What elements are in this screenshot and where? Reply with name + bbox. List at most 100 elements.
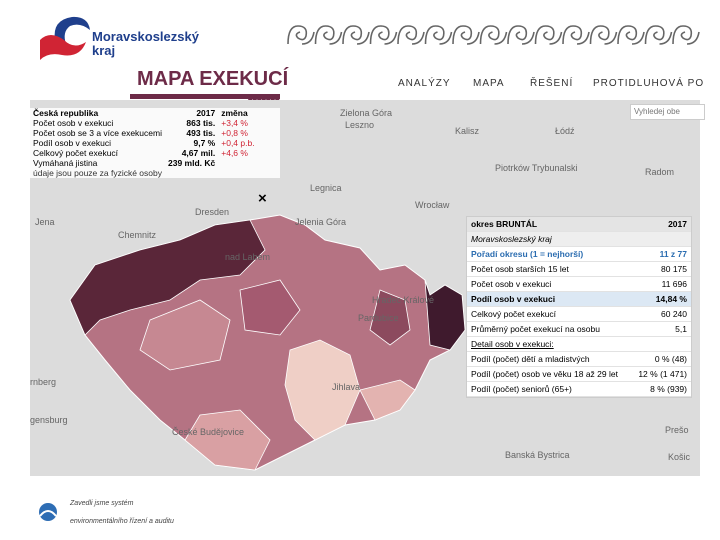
- map-label: Banská Bystrica: [505, 450, 570, 460]
- summary-table: Česká republika 2017 změna Počet osob v exe…: [30, 108, 258, 168]
- summary-cell: +0,8 %: [221, 128, 248, 138]
- district-detail-row-cell: 8 % (939): [631, 381, 691, 397]
- decorative-pattern: [287, 25, 700, 45]
- summary-cell: 4,67 mil.: [181, 148, 216, 158]
- footer-text: environmentálního řízení a auditu: [70, 518, 174, 525]
- nav-item[interactable]: PROTIDLUHOVÁ PO: [593, 78, 705, 89]
- swirl: [452, 25, 480, 45]
- swirl: [424, 25, 453, 45]
- map-label: Legnica: [310, 183, 342, 193]
- district-detail-row-cell: Podíl (počet) osob ve věku 18 až 29 let: [467, 366, 631, 382]
- district-row-cell: Podíl osob v exekuci: [467, 291, 631, 307]
- map-label: gensburg: [30, 415, 68, 425]
- nav-item[interactable]: MAPA: [473, 78, 505, 89]
- map-label: nad Labem: [225, 252, 271, 262]
- swirl: [534, 25, 563, 45]
- header-cell: změna: [221, 108, 248, 118]
- swirl: [369, 25, 398, 45]
- close-button[interactable]: ×: [258, 190, 267, 207]
- map-label: Jena: [35, 217, 55, 227]
- header-cell: Česká republika: [33, 108, 99, 118]
- summary-cell: Počet osob v exekuci: [33, 118, 114, 128]
- district-detail-row: Podíl (počet) osob ve věku 18 až 29 let 1…: [467, 366, 691, 382]
- district-region: Moravskoslezský kraj: [467, 231, 691, 247]
- map-label: Zielona Góra: [340, 108, 393, 118]
- district-detail-title: Detail osob v exekuci:: [467, 336, 691, 352]
- summary-row: Vymáhaná jistina 239 mld. Kč: [30, 158, 258, 168]
- summary-cell: 239 mld. Kč: [168, 158, 216, 168]
- district-row-cell: 60 240: [631, 306, 691, 322]
- map-label: Łódź: [555, 126, 575, 136]
- summary-cell: Vymáhaná jistina: [33, 158, 98, 168]
- swirl: [644, 25, 673, 45]
- map-label: Jelenia Góra: [295, 217, 347, 227]
- summary-cell: +4,6 %: [221, 148, 248, 158]
- district-row-cell: Průměrný počet exekucí na osobu: [467, 321, 631, 337]
- summary-cell: Celkový počet exekucí: [33, 148, 119, 158]
- summary-cell: Podíl osob v exekuci: [33, 138, 111, 148]
- logo-text: Moravskoslezský kraj: [92, 30, 199, 58]
- footer-logo: [39, 503, 57, 521]
- district-detail-title-cell: Detail osob v exekuci:: [467, 336, 691, 352]
- map-label: Piotrków Trybunalski: [495, 163, 578, 173]
- map-label: Pardubice: [358, 313, 399, 323]
- summary-cell: 9,7 %: [193, 138, 216, 148]
- map-label: Hradec Králové: [372, 295, 435, 305]
- summary-row: Celkový počet exekucí 4,67 mil. +4,6 %: [30, 148, 258, 158]
- map-label: Jihlava: [332, 382, 361, 392]
- summary-row: Počet osob se 3 a více exekucemi 493 tis.…: [30, 128, 258, 138]
- map-label: Radom: [645, 167, 675, 177]
- map-label: Dresden: [195, 207, 230, 217]
- map-label: Kalisz: [455, 126, 480, 136]
- district-detail-row: Podíl (počet) seniorů (65+) 8 % (939): [467, 381, 691, 397]
- district-detail-row-cell: 12 % (1 471): [631, 366, 691, 382]
- district-region-cell: Moravskoslezský kraj: [467, 231, 691, 247]
- district-table: okres BRUNTÁL 2017 Moravskoslezský kraj Poř…: [467, 217, 691, 397]
- district-row-cell: 14,84 %: [631, 291, 691, 307]
- map-label: České Budějovice: [172, 427, 245, 437]
- district-detail-row-cell: Podíl (počet) seniorů (65+): [467, 381, 631, 397]
- swirl: [479, 25, 508, 45]
- district-header-cell: okres BRUNTÁL: [467, 217, 631, 232]
- summary-cell: 493 tis.: [186, 128, 216, 138]
- logo-line: kraj: [92, 43, 116, 58]
- summary-row: Podíl osob v exekuci 9,7 % +0,4 p.b.: [30, 138, 258, 148]
- nav-item[interactable]: ANALÝZY: [398, 78, 451, 89]
- district-detail-row-cell: 0 % (48): [631, 351, 691, 367]
- swirl: [507, 25, 535, 45]
- district-row-cell: Počet osob starších 15 let: [467, 261, 631, 277]
- swirl: [397, 25, 425, 45]
- district-detail-row-cell: Podíl (počet) dětí a mladistvých: [467, 351, 631, 367]
- swirl: [342, 25, 370, 45]
- district-row-cell: Počet osob v exekuci: [467, 276, 631, 292]
- summary-cell: 863 tis.: [186, 118, 216, 128]
- district-row-cell: Pořadí okresu (1 = nejhorší): [467, 246, 631, 262]
- district-row: Podíl osob v exekuci 14,84 %: [467, 291, 691, 307]
- map-label: Leszno: [345, 120, 375, 130]
- district-row-cell: 80 175: [631, 261, 691, 277]
- map-label: Košic: [668, 452, 691, 462]
- logo-line: Moravskoslezský: [92, 29, 199, 44]
- map-label: Wrocław: [415, 200, 450, 210]
- map-label: rnberg: [30, 377, 57, 387]
- summary-note: údaje jsou pouze za fyzické osoby: [33, 168, 162, 178]
- district-panel: okres BRUNTÁL 2017 Moravskoslezský kraj Poř…: [466, 216, 692, 398]
- district-row: Počet osob v exekuci 11 696: [467, 276, 691, 292]
- header-cell: 2017: [196, 108, 216, 118]
- swirl: [672, 25, 700, 45]
- choropleth-map: [69, 214, 466, 471]
- district-header-cell: 2017: [631, 217, 691, 232]
- search-box[interactable]: Vyhledej obe: [630, 104, 705, 120]
- swirl: [617, 25, 645, 45]
- logo-mark: [40, 16, 90, 60]
- district-row: Pořadí okresu (1 = nejhorší) 11 z 77: [467, 246, 691, 262]
- swirl: [589, 25, 618, 45]
- swirl: [314, 25, 343, 45]
- title-bar: [130, 94, 280, 99]
- district-row: Počet osob starších 15 let 80 175: [467, 261, 691, 277]
- nav-item[interactable]: ŘEŠENÍ: [530, 78, 574, 89]
- district-row: Průměrný počet exekucí na osobu 5,1: [467, 321, 691, 337]
- swirl: [562, 25, 590, 45]
- summary-cell: Počet osob se 3 a více exekucemi: [33, 128, 162, 138]
